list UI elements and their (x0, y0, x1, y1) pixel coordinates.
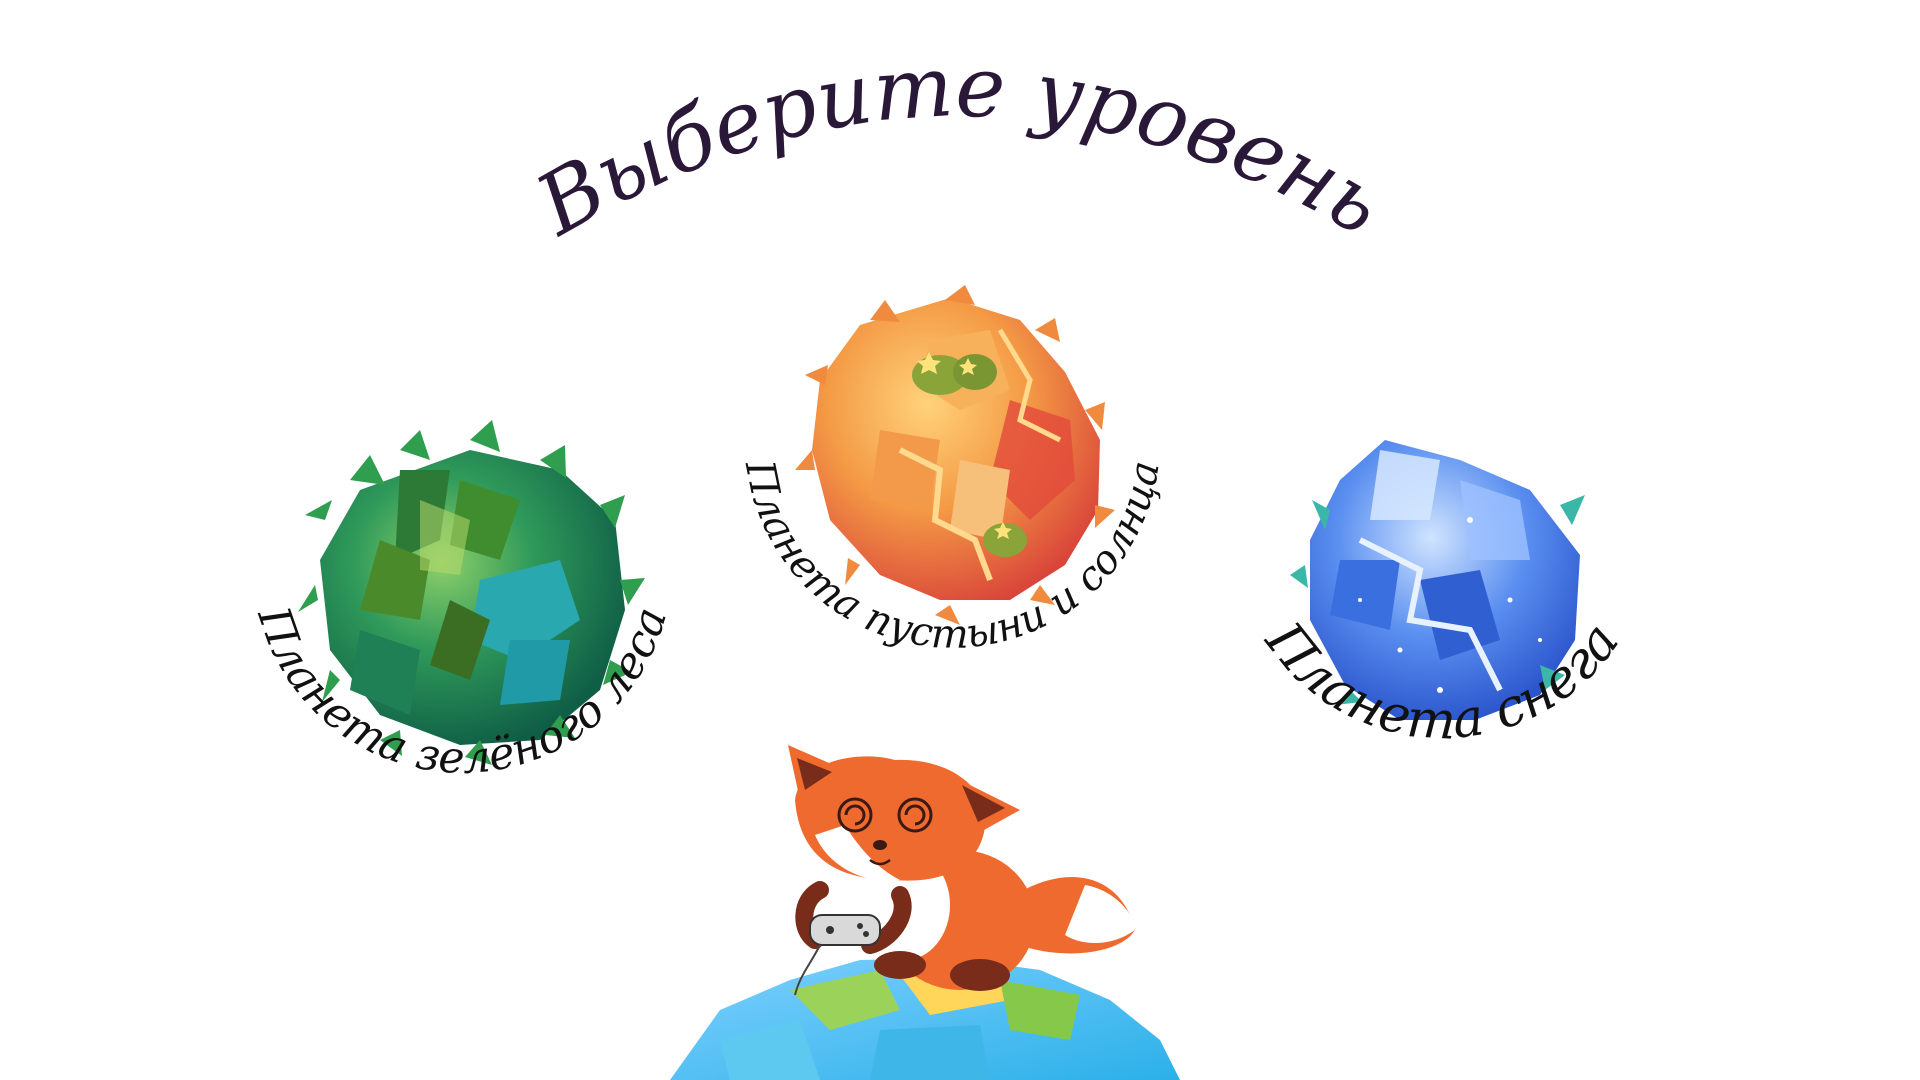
snow-planet-icon (1290, 440, 1585, 720)
desert-planet-icon (795, 285, 1115, 625)
page-title: Выберите уровень (519, 37, 1400, 255)
gamepad-icon (794, 914, 881, 996)
level-forest-planet[interactable]: Планета зелёного леса (247, 420, 677, 784)
level-desert-planet[interactable]: Планета пустыни и солнца (736, 285, 1169, 658)
forest-planet-icon (298, 420, 645, 765)
fox-with-gamepad-icon (788, 745, 1135, 996)
level-snow-planet[interactable]: Планета снега (1253, 440, 1631, 752)
cactus-icon (912, 352, 1027, 557)
